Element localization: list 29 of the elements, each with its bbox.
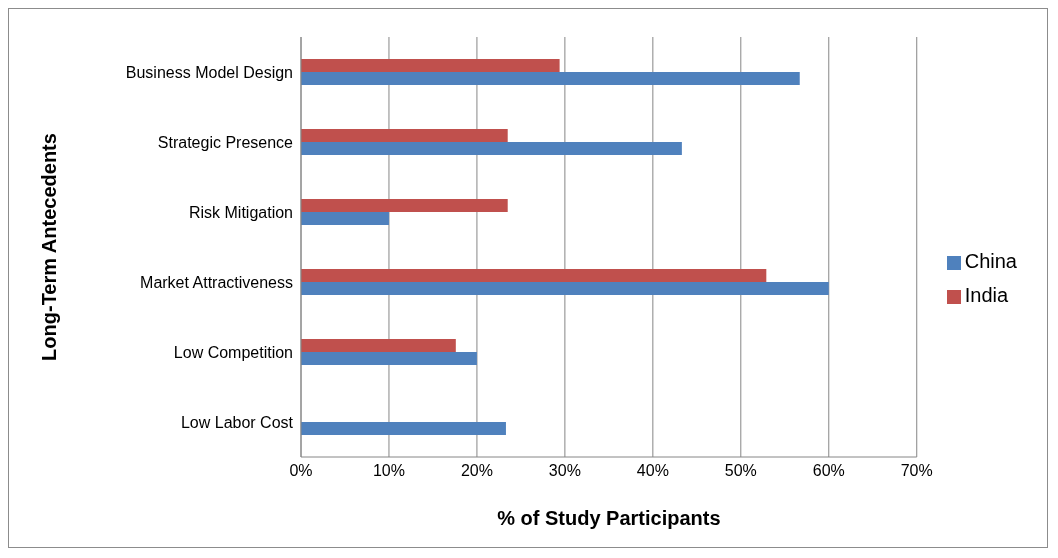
bar (301, 282, 829, 295)
y-axis-title: Long-Term Antecedents (38, 133, 61, 361)
legend-label: China (964, 250, 1017, 272)
y-tick-label: Low Labor Cost (180, 413, 294, 431)
bar (301, 339, 456, 352)
legend-label: India (964, 284, 1009, 306)
bar (301, 199, 508, 212)
x-tick-label: 40% (636, 462, 669, 480)
x-tick-label: 10% (372, 462, 405, 480)
x-tick-label: 30% (548, 462, 581, 480)
x-tick-label: 50% (724, 462, 757, 480)
y-tick-label: Business Model Design (125, 63, 293, 81)
bar (301, 59, 560, 72)
x-tick-label: 0% (289, 462, 313, 480)
y-tick-label: Low Competition (173, 343, 293, 361)
bar (301, 269, 767, 282)
y-tick-label: Market Attractiveness (140, 273, 293, 291)
bar (301, 72, 800, 85)
bar (301, 352, 477, 365)
y-tick-label: Strategic Presence (157, 133, 294, 151)
bar (301, 142, 682, 155)
x-axis-title: % of Study Participants (497, 507, 721, 529)
y-tick-label: Risk Mitigation (188, 203, 293, 221)
bar (301, 422, 506, 435)
x-tick-label: 60% (812, 462, 845, 480)
x-tick-label: 20% (460, 462, 493, 480)
bar (301, 212, 389, 225)
x-tick-label: 70% (900, 462, 933, 480)
bar (301, 129, 508, 142)
